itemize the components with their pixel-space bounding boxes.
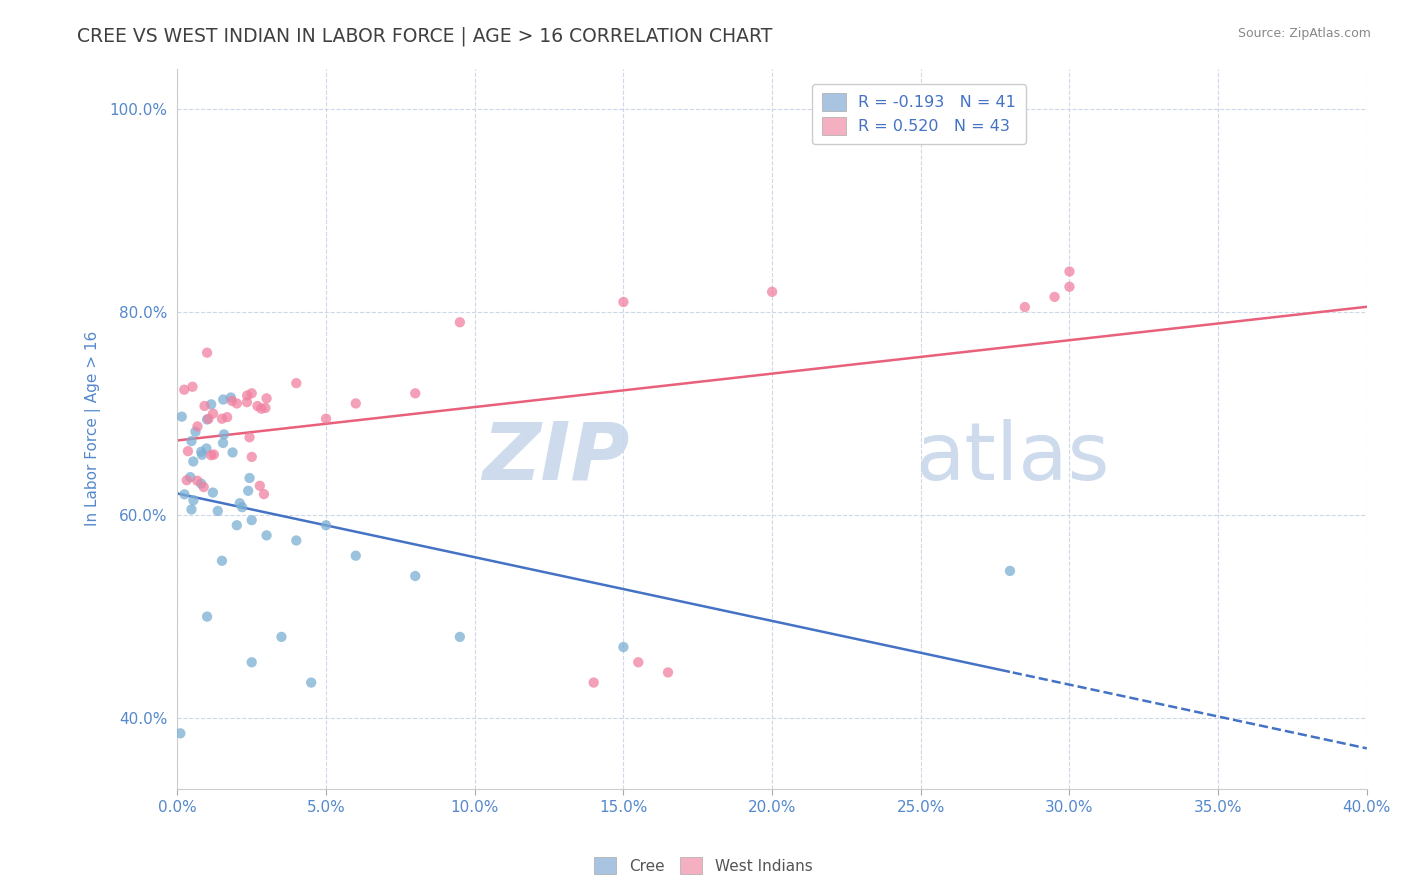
Point — [240, 655, 263, 669]
Point — [181, 380, 204, 394]
Point — [202, 407, 225, 421]
Point — [212, 436, 235, 450]
Point — [221, 393, 243, 408]
Point — [211, 411, 233, 425]
Point — [190, 476, 212, 491]
Point — [254, 401, 277, 415]
Point — [1059, 264, 1081, 278]
Point — [190, 444, 212, 458]
Point — [627, 655, 650, 669]
Point — [285, 533, 308, 548]
Point — [285, 376, 308, 391]
Point — [299, 675, 322, 690]
Point — [1043, 290, 1066, 304]
Point — [191, 448, 214, 462]
Point — [173, 383, 195, 397]
Point — [236, 395, 259, 409]
Point — [200, 448, 222, 462]
Point — [217, 410, 239, 425]
Point — [344, 396, 367, 410]
Point — [186, 474, 208, 488]
Point — [195, 345, 218, 359]
Point — [315, 518, 337, 533]
Point — [197, 412, 219, 426]
Point — [404, 386, 426, 401]
Legend: Cree, West Indians: Cree, West Indians — [588, 851, 818, 880]
Point — [582, 675, 605, 690]
Point — [195, 442, 218, 456]
Point — [657, 665, 679, 680]
Point — [238, 483, 260, 498]
Point — [315, 411, 337, 425]
Point — [449, 315, 471, 329]
Text: atlas: atlas — [915, 418, 1109, 497]
Point — [193, 480, 215, 494]
Legend: R = -0.193   N = 41, R = 0.520   N = 43: R = -0.193 N = 41, R = 0.520 N = 43 — [813, 84, 1026, 145]
Point — [761, 285, 783, 299]
Point — [240, 386, 263, 401]
Point — [344, 549, 367, 563]
Point — [998, 564, 1021, 578]
Point — [256, 528, 278, 542]
Point — [449, 630, 471, 644]
Point — [256, 392, 278, 406]
Point — [180, 502, 202, 516]
Point — [404, 569, 426, 583]
Point — [236, 388, 259, 402]
Point — [186, 419, 208, 434]
Point — [170, 409, 193, 424]
Point — [183, 493, 205, 508]
Point — [212, 427, 235, 442]
Point — [176, 473, 198, 487]
Point — [219, 391, 242, 405]
Point — [200, 397, 222, 411]
Point — [231, 500, 253, 515]
Point — [195, 412, 218, 426]
Point — [270, 630, 292, 644]
Point — [250, 401, 273, 416]
Point — [207, 504, 229, 518]
Point — [212, 392, 235, 407]
Point — [193, 399, 215, 413]
Point — [173, 487, 195, 501]
Point — [240, 513, 263, 527]
Point — [612, 640, 634, 654]
Point — [253, 487, 276, 501]
Point — [246, 399, 269, 413]
Point — [180, 434, 202, 449]
Y-axis label: In Labor Force | Age > 16: In Labor Force | Age > 16 — [86, 331, 101, 526]
Point — [169, 726, 191, 740]
Point — [240, 450, 263, 464]
Point — [229, 496, 252, 510]
Point — [202, 448, 225, 462]
Point — [211, 554, 233, 568]
Point — [225, 396, 247, 410]
Text: Source: ZipAtlas.com: Source: ZipAtlas.com — [1237, 27, 1371, 40]
Point — [1014, 300, 1036, 314]
Point — [225, 518, 247, 533]
Text: ZIP: ZIP — [482, 418, 630, 497]
Point — [177, 444, 200, 458]
Point — [221, 445, 243, 459]
Point — [181, 454, 204, 468]
Point — [249, 479, 271, 493]
Point — [179, 470, 201, 484]
Point — [238, 430, 260, 444]
Point — [238, 471, 260, 485]
Point — [184, 425, 207, 439]
Point — [195, 609, 218, 624]
Point — [201, 485, 224, 500]
Point — [1059, 279, 1081, 293]
Text: CREE VS WEST INDIAN IN LABOR FORCE | AGE > 16 CORRELATION CHART: CREE VS WEST INDIAN IN LABOR FORCE | AGE… — [77, 27, 773, 46]
Point — [612, 295, 634, 310]
